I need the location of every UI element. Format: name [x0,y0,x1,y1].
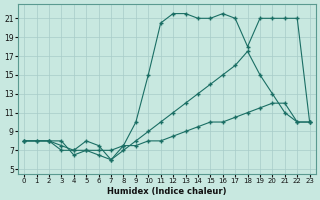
X-axis label: Humidex (Indice chaleur): Humidex (Indice chaleur) [107,187,227,196]
